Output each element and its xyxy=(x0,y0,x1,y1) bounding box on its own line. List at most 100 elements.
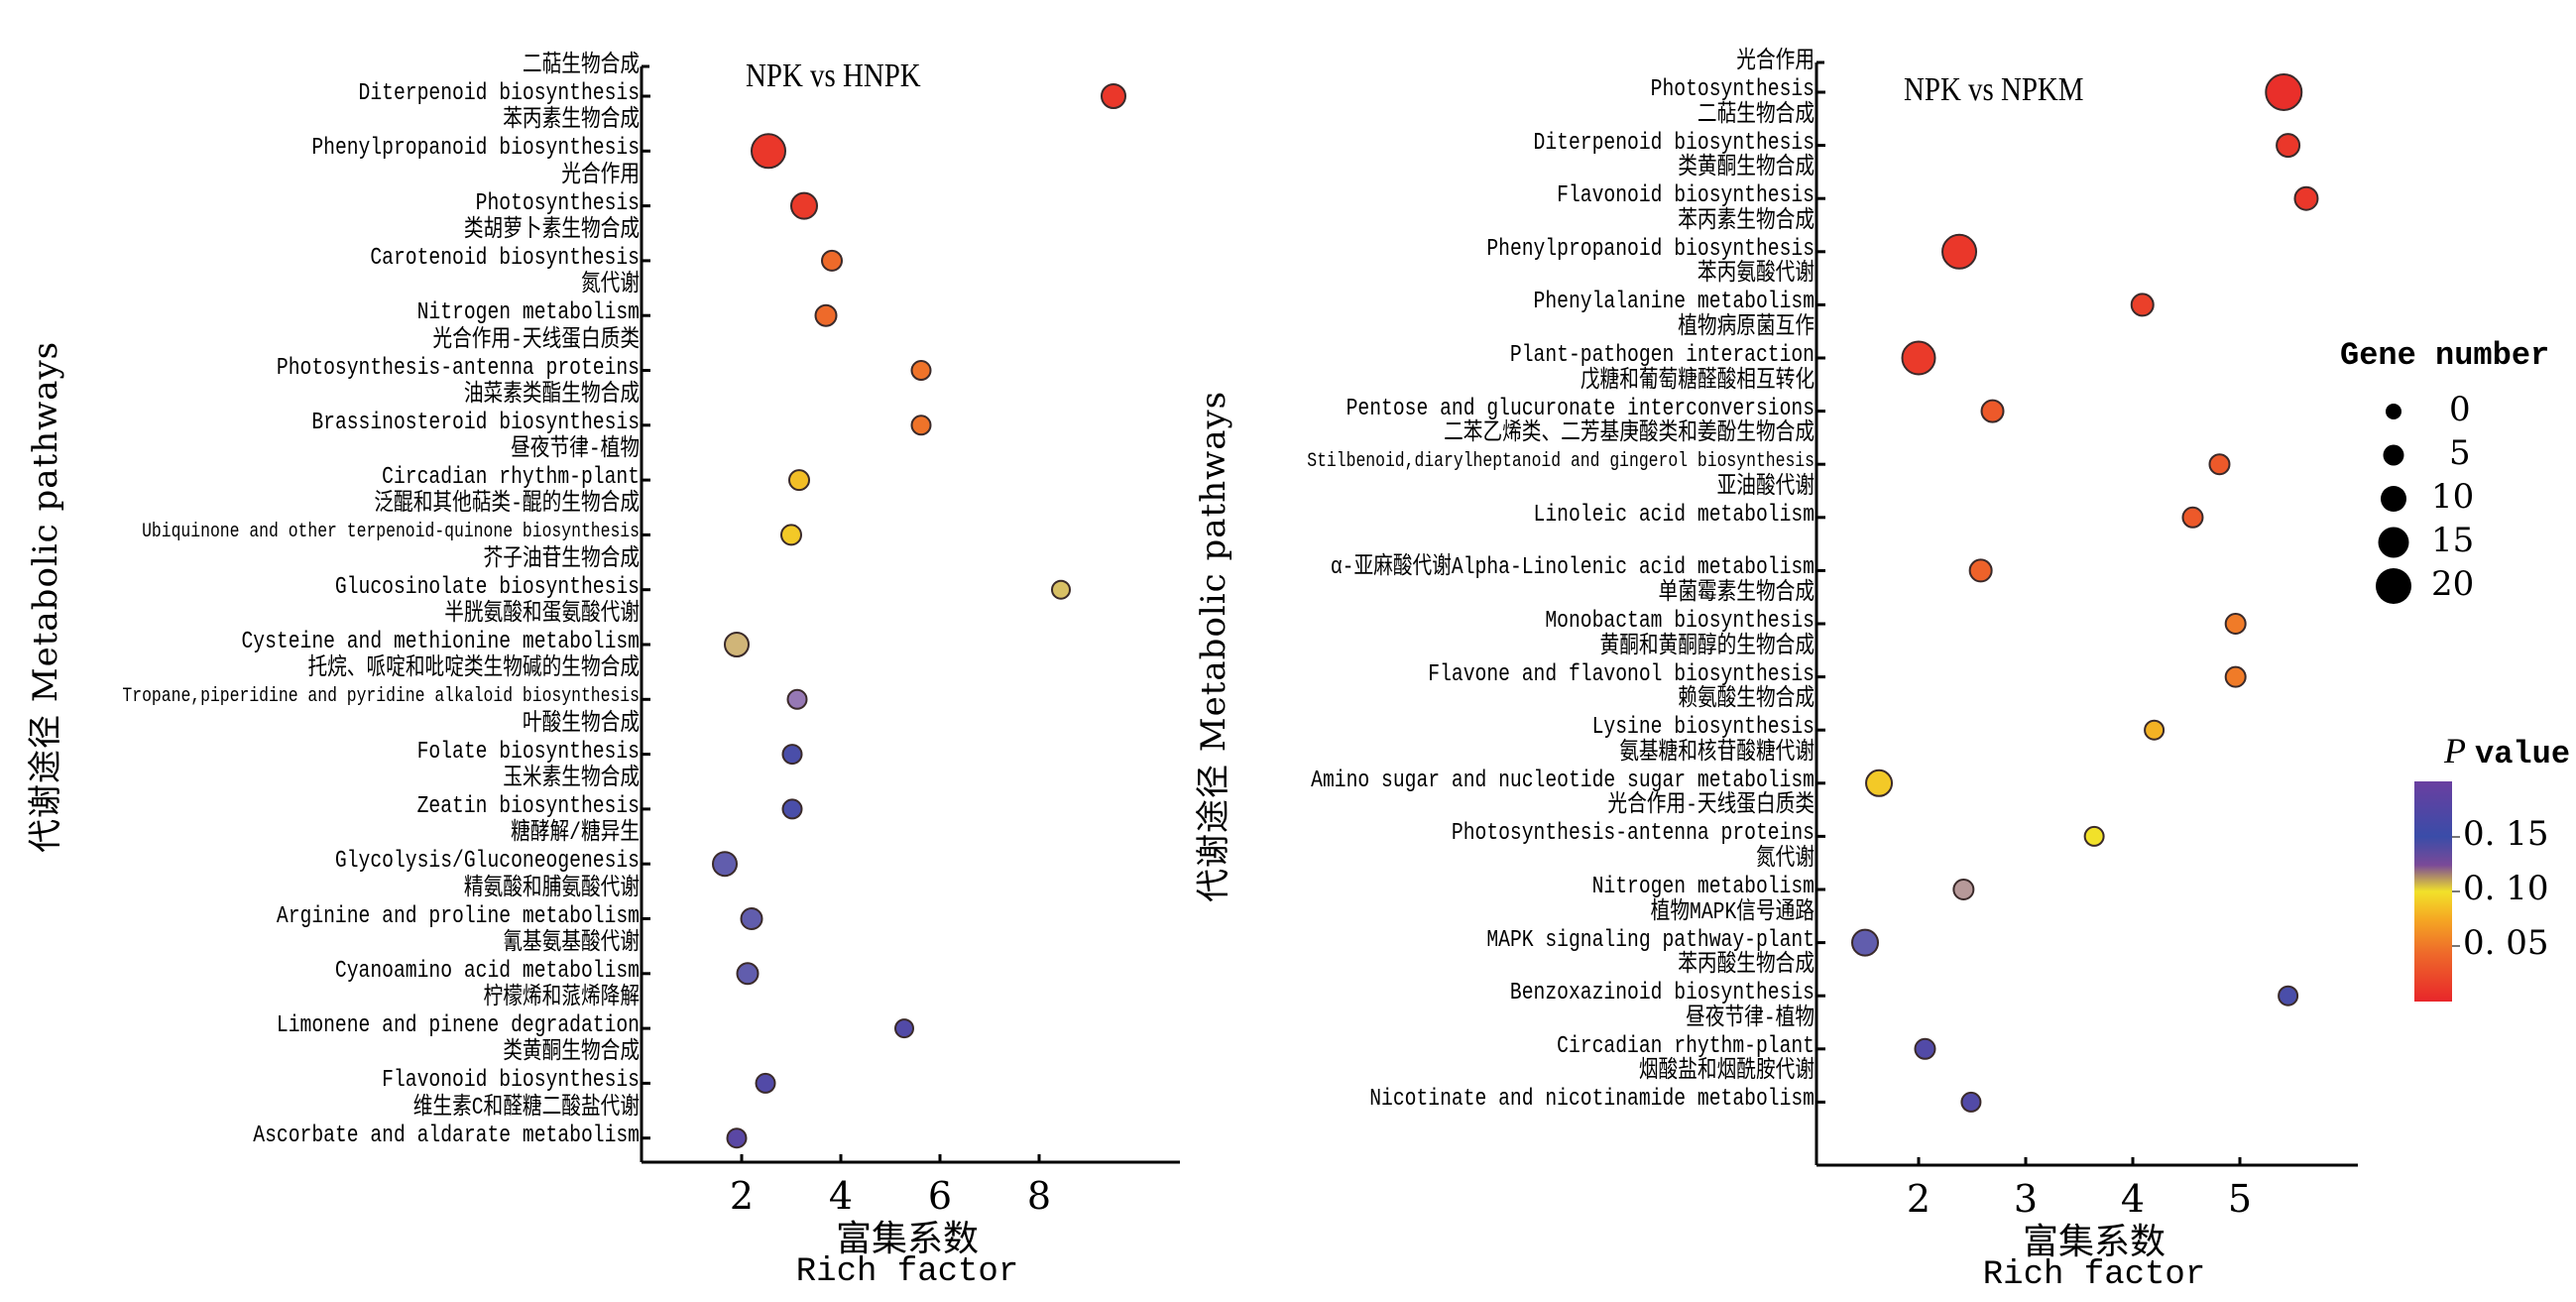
gene-number-legend-dot xyxy=(2383,444,2404,466)
pathway-label-cn: 植物MAPK信号通路 xyxy=(1650,898,1815,926)
pathway-label-cn: 昼夜节律-植物 xyxy=(511,436,640,464)
pathway-label-en: Glucosinolate biosynthesis xyxy=(334,573,640,601)
pathway-label-cn: 单菌霉素生物合成 xyxy=(1658,580,1815,607)
pathway-label-cn: 叶酸生物合成 xyxy=(522,710,640,738)
data-point xyxy=(1980,399,2005,423)
pathway-label-cn: 糖酵解/糖异生 xyxy=(511,820,640,848)
pathway-label-cn: 氮代谢 xyxy=(1755,846,1815,873)
pathway-label-cn: 柠檬烯和蒎烯降解 xyxy=(483,985,640,1012)
pathway-label-en: Stilbenoid,diarylheptanoid and gingerol … xyxy=(1307,450,1815,474)
p-value-legend-title-p: P xyxy=(2444,731,2466,770)
p-value-tick xyxy=(2452,890,2460,892)
x-tick-label: 3 xyxy=(2013,1177,2039,1221)
data-point xyxy=(2276,133,2301,159)
pathway-label-en: Photosynthesis-antenna proteins xyxy=(276,354,640,382)
gene-number-legend-title: Gene number xyxy=(2340,337,2550,374)
pathway-label-cn: 赖氨酸生物合成 xyxy=(1678,686,1815,714)
data-point xyxy=(2083,825,2105,847)
pathway-label-en: Lysine biosynthesis xyxy=(1591,714,1815,742)
pathway-label-en: Nicotinate and nicotinamide metabolism xyxy=(1369,1086,1815,1114)
pathway-label-cn: 精氨酸和脯氨酸代谢 xyxy=(463,875,640,902)
data-point xyxy=(736,962,760,986)
data-point xyxy=(780,524,802,546)
p-value-tick-label: 0. 10 xyxy=(2463,869,2549,908)
data-point xyxy=(2224,613,2247,635)
x-axis-title-cn: 富集系数 xyxy=(835,1219,979,1259)
gene-number-legend-value: 5 xyxy=(2449,433,2471,473)
pathway-label-en: Circadian rhythm-plant xyxy=(1557,1032,1815,1060)
pathway-label-en: Photosynthesis xyxy=(475,189,640,217)
pathway-label-cn: 托烷、哌啶和吡啶类生物碱的生物合成 xyxy=(307,655,640,683)
panel-title: NPK vs HNPK xyxy=(746,58,921,94)
data-point xyxy=(894,1018,914,1039)
p-value-tick xyxy=(2452,945,2460,947)
pathway-label-en: Limonene and pinene degradation xyxy=(276,1012,640,1040)
pathway-label-en: Brassinosteroid biosynthesis xyxy=(311,409,640,436)
pathway-label-cn: 苯丙酸生物合成 xyxy=(1678,952,1815,980)
pathway-label-en: Circadian rhythm-plant xyxy=(382,464,640,492)
pathway-label-cn: 氮代谢 xyxy=(580,272,640,299)
data-point xyxy=(2208,453,2231,476)
data-point xyxy=(790,191,818,220)
pathway-label-en: Glycolysis/Gluconeogenesis xyxy=(334,848,640,876)
pathway-label-cn: 戊糖和葡萄糖醛酸相互转化 xyxy=(1580,367,1815,395)
panel-title: NPK vs NPKM xyxy=(1904,71,2084,108)
pathway-label-en: Monobactam biosynthesis xyxy=(1545,608,1815,635)
data-point xyxy=(751,133,786,170)
pathway-label-en: Flavonoid biosynthesis xyxy=(382,1067,640,1095)
data-point xyxy=(726,1127,748,1149)
data-point xyxy=(1101,83,1126,109)
pathway-label-en: Cyanoamino acid metabolism xyxy=(334,957,640,985)
pathway-label-en: Linoleic acid metabolism xyxy=(1533,501,1815,529)
data-point xyxy=(755,1072,776,1094)
data-point xyxy=(1952,879,1975,900)
pathway-label-cn: 烟酸盐和烟酰胺代谢 xyxy=(1638,1058,1815,1086)
data-point xyxy=(2181,506,2204,529)
data-point xyxy=(2293,185,2319,211)
data-point xyxy=(724,632,750,657)
pathway-label-en: MAPK signaling pathway-plant xyxy=(1486,926,1815,954)
data-point xyxy=(910,360,932,381)
gene-number-legend-value: 10 xyxy=(2431,477,2475,517)
pathway-label-en: Arginine and proline metabolism xyxy=(276,902,640,930)
pathway-label-cn: 维生素C和醛糖二酸盐代谢 xyxy=(412,1094,640,1122)
x-tick-label: 4 xyxy=(828,1174,854,1218)
pathway-label-cn: 类胡萝卜素生物合成 xyxy=(463,216,640,244)
gene-number-legend-value: 20 xyxy=(2431,564,2475,604)
x-axis-title-en: Rich factor xyxy=(1982,1256,2206,1294)
x-tick-label: 2 xyxy=(1906,1177,1932,1221)
data-point xyxy=(1851,928,1879,957)
p-value-colorbar xyxy=(2414,781,2452,1002)
data-point xyxy=(1901,340,1936,376)
data-point xyxy=(786,688,808,710)
pathway-label-en: Benzoxazinoid biosynthesis xyxy=(1509,980,1815,1007)
pathway-label-en: Phenylpropanoid biosynthesis xyxy=(311,135,640,163)
pathway-label-en: Plant-pathogen interaction xyxy=(1509,342,1815,369)
pathway-label-en: Carotenoid biosynthesis xyxy=(370,244,640,272)
data-point xyxy=(2265,73,2303,111)
pathway-label-en: Photosynthesis xyxy=(1650,76,1815,103)
p-value-tick xyxy=(2452,836,2460,838)
pathway-label-cn: 类黄酮生物合成 xyxy=(1678,155,1815,182)
pathway-label-en: Zeatin biosynthesis xyxy=(416,792,640,820)
pathway-label-en: Flavone and flavonol biosynthesis xyxy=(1428,660,1815,688)
gene-number-legend-dot xyxy=(2378,527,2409,558)
pathway-label-cn: 二萜生物合成 xyxy=(1697,101,1815,129)
pathway-label-cn: 光合作用 xyxy=(561,162,640,189)
data-point xyxy=(712,851,738,878)
data-point xyxy=(1968,558,1993,583)
gene-number-legend-dot xyxy=(2376,568,2411,604)
x-axis-title-cn: 富集系数 xyxy=(2022,1222,2166,1262)
pathway-label-en: Cysteine and methionine metabolism xyxy=(241,629,640,655)
p-value-legend-title: P value xyxy=(2444,730,2570,772)
pathway-label-cn: 类黄酮生物合成 xyxy=(503,1039,640,1067)
p-value-tick-label: 0. 05 xyxy=(2463,923,2549,963)
pathway-label-en: Folate biosynthesis xyxy=(416,738,640,766)
pathway-label-en: Nitrogen metabolism xyxy=(1591,874,1815,900)
pathway-label-en: Diterpenoid biosynthesis xyxy=(358,80,640,107)
data-point xyxy=(740,907,763,930)
pathway-label-cn: 亚油酸代谢 xyxy=(1716,473,1815,501)
pathway-label-en: Ubiquinone and other terpenoid-quinone b… xyxy=(142,521,640,544)
gene-number-legend-value: 15 xyxy=(2431,521,2475,560)
